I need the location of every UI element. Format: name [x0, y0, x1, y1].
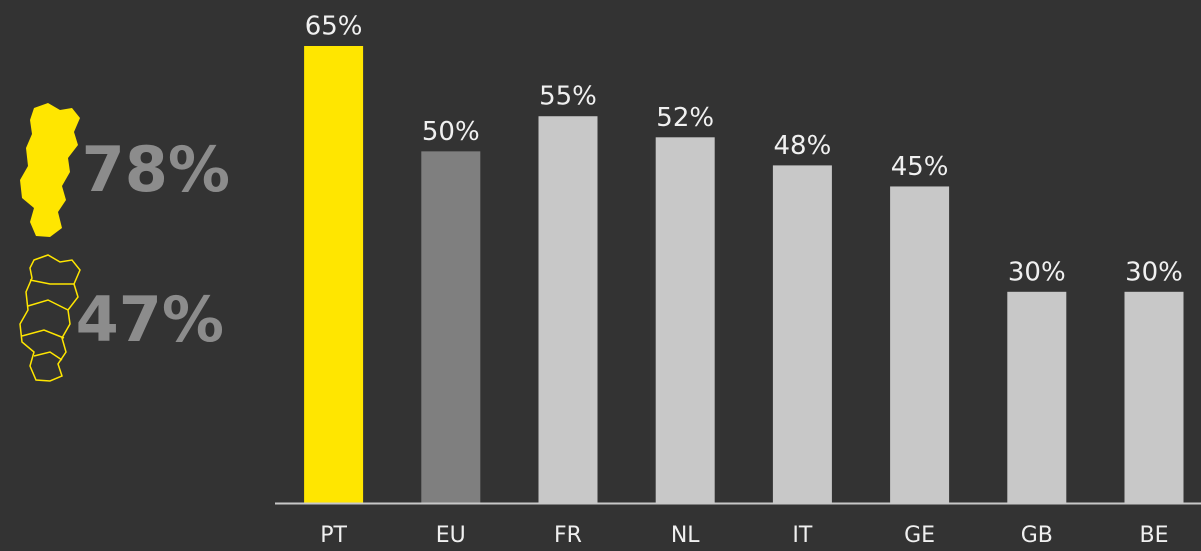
bar [772, 165, 832, 503]
value-label: 55% [539, 82, 597, 112]
bar [304, 46, 364, 503]
value-label: 65% [305, 12, 363, 42]
x-tick-label: NL [671, 523, 700, 548]
bar [1124, 291, 1184, 503]
map-outline [19, 254, 81, 382]
x-tick-label: PT [320, 523, 347, 548]
x-tick-label: EU [436, 523, 466, 548]
map-filled [20, 103, 80, 237]
bar [655, 137, 715, 503]
value-label: 50% [422, 117, 480, 147]
x-tick-label: FR [554, 523, 582, 548]
bar [1007, 291, 1067, 503]
x-tick-label: GE [904, 523, 935, 548]
value-label: 48% [774, 131, 832, 161]
value-label: 52% [656, 103, 714, 133]
value-label: 30% [1008, 257, 1066, 287]
bar [538, 116, 598, 503]
bar [890, 186, 950, 503]
stat: 47% [76, 283, 224, 356]
stat: 78% [82, 133, 230, 206]
x-tick-label: IT [792, 523, 812, 548]
value-label: 30% [1125, 257, 1183, 287]
x-tick-label: GB [1021, 523, 1053, 548]
bar [421, 151, 481, 503]
value-label: 45% [891, 152, 949, 182]
x-tick-label: BE [1140, 523, 1169, 548]
